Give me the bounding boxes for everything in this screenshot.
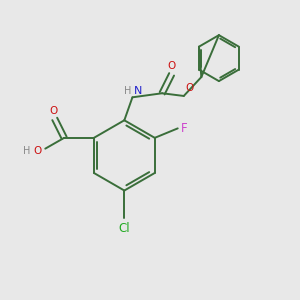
Text: H: H <box>124 86 131 96</box>
Text: H: H <box>23 146 30 156</box>
Text: Cl: Cl <box>118 222 130 235</box>
Text: O: O <box>33 146 41 156</box>
Text: O: O <box>49 106 58 116</box>
Text: N: N <box>134 86 142 96</box>
Text: O: O <box>167 61 176 71</box>
Text: O: O <box>185 83 194 93</box>
Text: F: F <box>180 122 187 135</box>
